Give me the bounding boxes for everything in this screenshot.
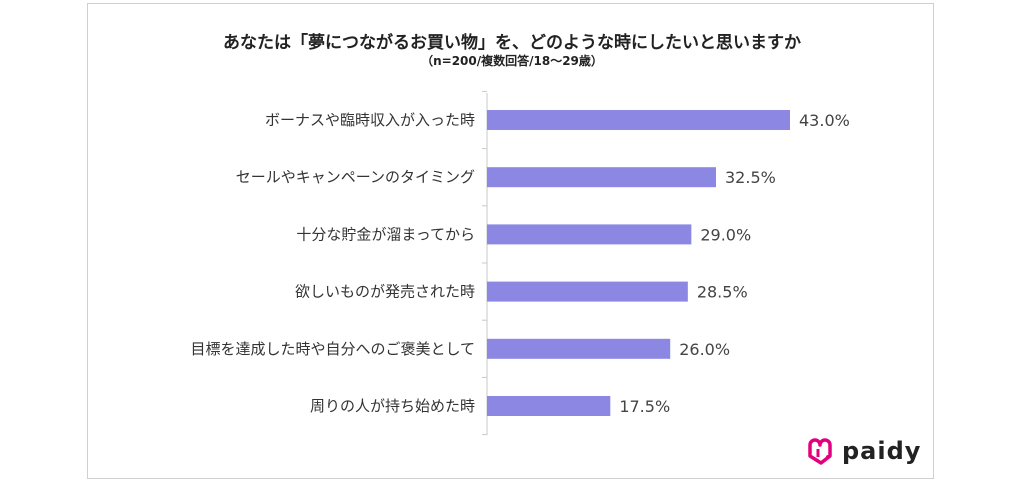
value-label: 26.0%	[679, 340, 730, 359]
bar	[487, 110, 790, 130]
category-label: ボーナスや臨時収入が入った時	[265, 111, 475, 129]
paidy-heart-icon	[808, 438, 832, 465]
value-label: 28.5%	[697, 283, 748, 302]
category-label: セールやキャンペーンのタイミング	[236, 168, 475, 186]
bar	[487, 224, 692, 245]
value-label: 43.0%	[799, 111, 850, 130]
bar	[487, 167, 717, 188]
bar	[487, 281, 688, 302]
paidy-logo: paidy	[806, 436, 921, 466]
category-label: 周りの人が持ち始めた時	[310, 397, 475, 415]
bar	[487, 338, 671, 359]
value-label: 17.5%	[619, 397, 670, 416]
chart-subtitle: （n=200/複数回答/18～29歳）	[421, 54, 603, 68]
chart-title: あなたは「夢につながるお買い物」を、どのような時にしたいと思いますか	[223, 33, 801, 53]
category-label: 十分な貯金が溜まってから	[296, 225, 475, 243]
category-label: 目標を達成した時や自分へのご褒美として	[190, 340, 475, 358]
category-label: 欲しいものが発売された時	[295, 283, 475, 301]
value-label: 29.0%	[700, 225, 751, 244]
bar	[487, 396, 611, 416]
brand-name: paidy	[842, 437, 922, 465]
value-label: 32.5%	[725, 168, 776, 187]
chart-frame	[87, 3, 934, 479]
